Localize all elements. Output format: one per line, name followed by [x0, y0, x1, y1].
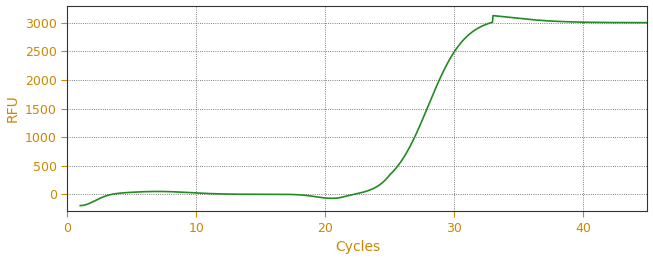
Y-axis label: RFU: RFU [6, 95, 20, 122]
X-axis label: Cycles: Cycles [335, 240, 380, 255]
